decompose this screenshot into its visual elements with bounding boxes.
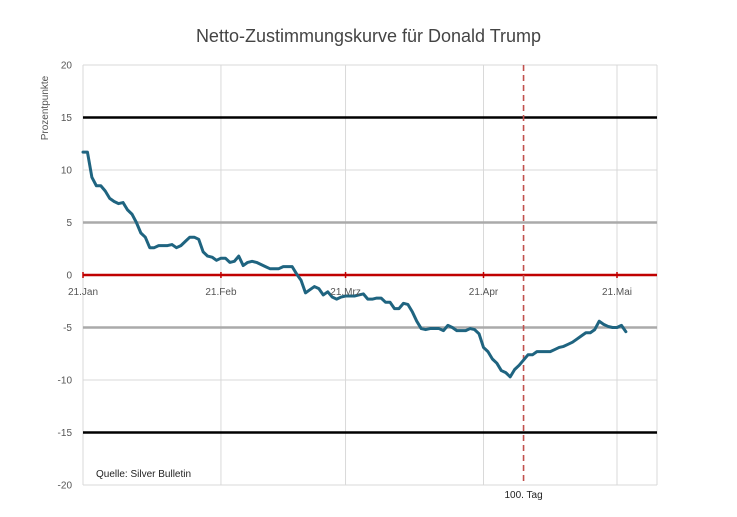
y-tick-label: -20	[58, 481, 73, 492]
series-layer	[81, 150, 628, 379]
annotation-layer: 100. Tag	[504, 65, 543, 501]
y-axis-label: Prozentpunkte	[40, 75, 51, 140]
x-tick-label: 21.Jan	[68, 287, 98, 298]
y-tick-label: -10	[58, 376, 73, 387]
x-tick-label: 21.Apr	[469, 287, 499, 298]
chart-title: Netto-Zustimmungskurve für Donald Trump	[195, 26, 542, 46]
x-tick-label: 21.Mrz	[330, 287, 361, 298]
x-tick-label: 21.Feb	[205, 287, 237, 298]
source-note: Quelle: Silver Bulletin	[96, 469, 191, 480]
y-tick-label: 15	[61, 113, 73, 124]
y-tick-label: 0	[66, 271, 72, 282]
y-tick-label: 10	[61, 166, 73, 177]
y-tick-label: -5	[63, 323, 72, 334]
x-axis-ticks: 21.Jan 21.Feb 21.Mrz 21.Apr 21.Mai	[68, 287, 632, 298]
y-tick-label: -15	[58, 428, 73, 439]
reference-lines	[83, 116, 657, 434]
y-tick-label: 20	[61, 61, 73, 72]
annotation-label: 100. Tag	[504, 490, 542, 501]
y-tick-label: 5	[66, 218, 72, 229]
y-axis-ticks: -20 -15 -10 -5 0 5 10 15 20	[58, 61, 73, 492]
series-line	[81, 150, 628, 379]
x-tick-label: 21.Mai	[602, 287, 632, 298]
